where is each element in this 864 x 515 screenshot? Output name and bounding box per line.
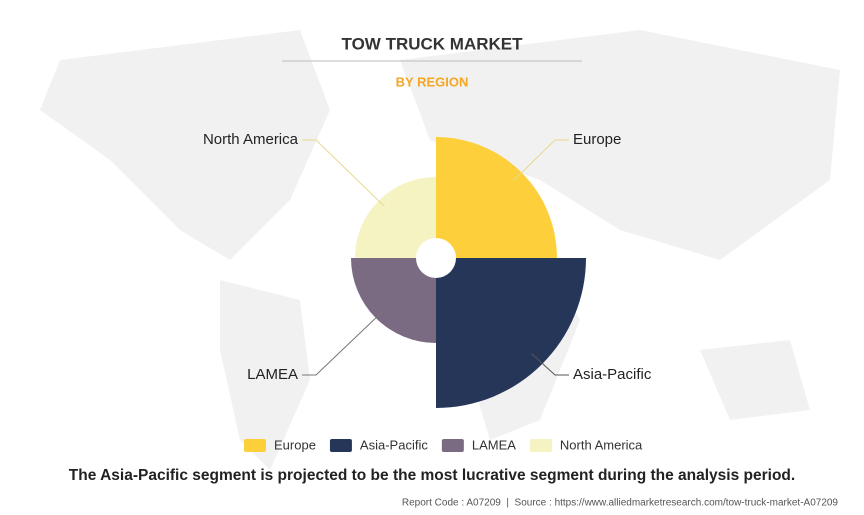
leader-line: [512, 139, 569, 182]
chart-subtitle: BY REGION: [396, 74, 469, 89]
segment-label: North America: [203, 131, 299, 148]
legend-swatch: [244, 439, 266, 452]
legend-label: Asia-Pacific: [360, 437, 428, 452]
legend-swatch: [441, 439, 464, 452]
rose-wedge: [436, 258, 586, 408]
rose-wedge: [351, 258, 436, 343]
legend-swatch: [529, 439, 552, 452]
legend-label: North America: [560, 437, 643, 452]
legend-swatch: [329, 439, 352, 452]
legend-label: Europe: [274, 437, 316, 452]
rose-wedge: [355, 177, 436, 258]
rose-wedge: [436, 137, 557, 258]
segment-label: Europe: [573, 131, 621, 148]
segment-label: Asia-Pacific: [573, 366, 652, 383]
segment-label: LAMEA: [247, 366, 298, 383]
leader-line: [302, 139, 385, 207]
center-hole: [416, 238, 456, 278]
leader-line: [302, 311, 383, 376]
leader-line: [531, 353, 569, 376]
chart-title: TOW TRUCK MARKET: [342, 34, 524, 53]
source: Report Code : A07209 | Source : https://…: [402, 498, 839, 509]
legend-label: LAMEA: [472, 437, 516, 452]
caption: The Asia-Pacific segment is projected to…: [69, 467, 795, 484]
